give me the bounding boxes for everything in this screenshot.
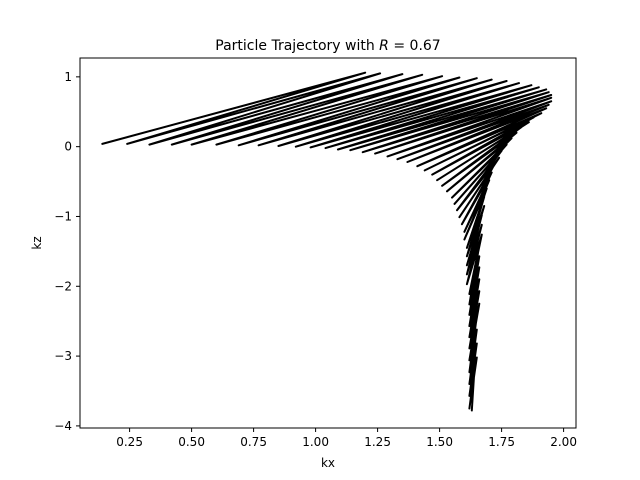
title-variable: R [379,38,389,54]
x-tick-label: 1.00 [302,435,329,449]
x-axis: 0.25 0.50 0.75 1.00 1.25 1.50 1.75 2.00 [116,428,577,449]
y-tick-label: 1 [64,70,72,84]
plot-frame [79,57,577,429]
x-tick-label: 0.25 [116,435,143,449]
x-tick-label: 1.50 [426,435,453,449]
x-tick-label: 2.00 [550,435,577,449]
y-tick-label: 0 [64,140,72,154]
x-tick-label: 1.75 [488,435,515,449]
chart-title: Particle Trajectory with R = 0.67 [215,38,440,54]
y-axis-label: kz [30,236,44,249]
y-tick-label: −3 [54,349,72,363]
y-tick-label: −1 [54,209,72,223]
x-tick-label: 0.75 [240,435,267,449]
trajectory-line [101,71,553,412]
x-tick-label: 1.25 [364,435,391,449]
y-tick-label: −4 [54,419,72,433]
x-axis-label: kx [321,456,335,470]
x-tick-label: 0.50 [178,435,205,449]
trajectory-series [101,71,553,412]
y-tick-label: −2 [54,279,72,293]
y-axis: 1 0 −1 −2 −3 −4 [54,70,80,433]
title-prefix: Particle Trajectory with [215,38,379,54]
title-suffix: = 0.67 [389,38,441,54]
